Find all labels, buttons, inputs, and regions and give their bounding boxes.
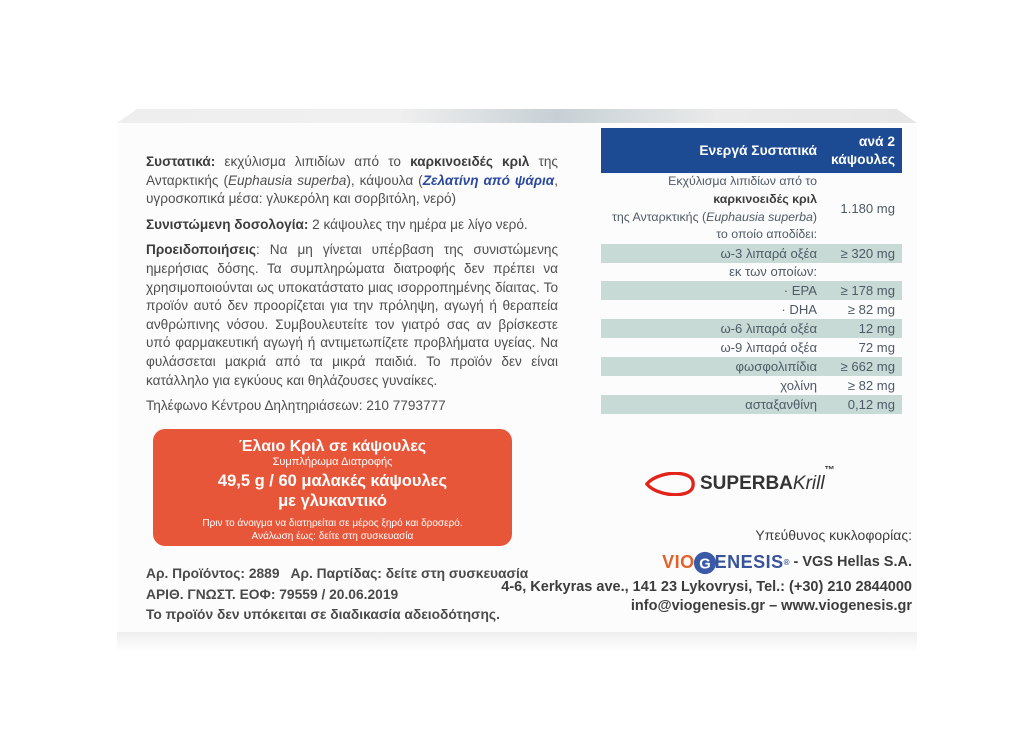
svg-text:G: G bbox=[699, 556, 710, 572]
